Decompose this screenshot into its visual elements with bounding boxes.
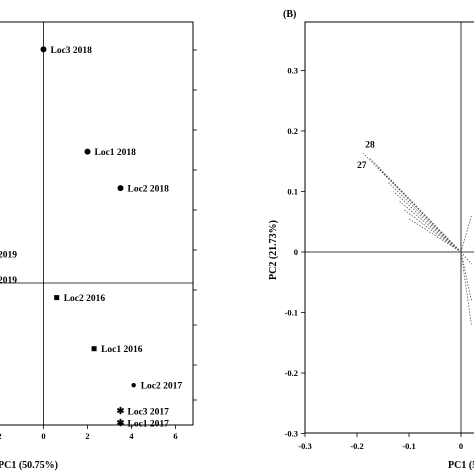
panel-b-loading-vector-label-0: 28 bbox=[365, 140, 375, 150]
panel-b-y-tick-label-4: -0.1 bbox=[285, 308, 298, 318]
panel-b-loading-vector-12 bbox=[460, 251, 472, 325]
panel-b-y-tick-label-1: 0.2 bbox=[287, 126, 298, 136]
panel-a-point-marker-0 bbox=[40, 46, 47, 53]
panel-a-frame bbox=[0, 21, 194, 426]
panel-a-x-tick-label-4: 6 bbox=[173, 431, 177, 441]
panel-a-y-ticks bbox=[193, 49, 197, 401]
panel-b-loading-plot: (B) 0.30.20.10-0.1-0.2-0.3 -0.3 -0.2 -0.1 0… bbox=[268, 9, 474, 471]
panel-b-y-tick-label-5: -0.2 bbox=[285, 368, 298, 378]
panel-a-point-label-0: Loc3 2018 bbox=[51, 46, 93, 56]
panel-a-point-label-5: Loc2 2016 bbox=[64, 294, 106, 304]
panel-b-loading-vector-7 bbox=[403, 209, 462, 253]
panel-b-y-tick-label-2: 0.1 bbox=[287, 187, 298, 197]
panel-b-loading-vector-10 bbox=[460, 251, 472, 265]
panel-b-y-tick-label-0: 0.3 bbox=[287, 66, 298, 76]
panel-a-point-label-3: 2019 bbox=[0, 250, 17, 260]
panel-b-y-tick-label-3: 0 bbox=[294, 247, 298, 257]
panel-b-x-tick-label-3: 0 bbox=[459, 441, 463, 451]
panel-b-loading-vector-9 bbox=[460, 215, 472, 253]
panel-a-x-tick-label-2: 2 bbox=[85, 431, 89, 441]
panel-a-point-label-6: Loc1 2016 bbox=[101, 345, 143, 355]
panel-a-point-marker-9: ✱ bbox=[117, 418, 126, 429]
panel-b-x-tick-label-1: -0.2 bbox=[350, 441, 363, 451]
panel-b-x-tick-label-2: -0.1 bbox=[402, 441, 415, 451]
panel-b-loading-vector-2 bbox=[377, 167, 462, 253]
panel-a-x-ticks: 2 0 2 4 6 bbox=[0, 425, 178, 441]
panel-b-x-ticks: -0.3 -0.2 -0.1 0 bbox=[298, 433, 463, 451]
panel-b-loading-vector-5 bbox=[393, 191, 462, 253]
panel-a-point-marker-7 bbox=[131, 383, 136, 388]
panel-b-tag: (B) bbox=[283, 9, 296, 20]
panel-a-point-marker-2 bbox=[117, 185, 124, 192]
panel-a-x-tick-label-0: 2 bbox=[0, 431, 2, 441]
panel-b-loading-vectors: 28 27 bbox=[357, 140, 472, 325]
panel-b-y-axis-title: PC2 (21.73%) bbox=[268, 220, 279, 280]
panel-a-point-marker-6 bbox=[91, 346, 97, 352]
panel-a-point-label-7: Loc2 2017 bbox=[141, 382, 183, 392]
panel-b-loading-vector-11 bbox=[460, 251, 472, 301]
panel-a-point-label-8: Loc3 2017 bbox=[128, 407, 170, 417]
panel-a-point-label-2: Loc2 2018 bbox=[128, 185, 170, 195]
panel-b-loading-vector-8 bbox=[408, 218, 462, 253]
panel-a-x-axis-title: PC1 (50.75%) bbox=[0, 460, 58, 471]
panel-b-y-ticks: 0.3 0.2 0.1 0 -0.1 -0.2 -0.3 bbox=[285, 66, 305, 439]
panel-b-loading-vector-label-1: 27 bbox=[357, 161, 367, 171]
panel-b-frame bbox=[304, 21, 474, 434]
panel-a-x-tick-label-1: 0 bbox=[41, 431, 45, 441]
panel-a-point-label-4: 2019 bbox=[0, 276, 17, 286]
panel-b-loading-vector-4 bbox=[387, 182, 462, 253]
panel-a-point-marker-8: ✱ bbox=[117, 406, 126, 417]
panel-b-loading-vector-1 bbox=[369, 157, 462, 253]
panel-b-loading-vector-6 bbox=[398, 200, 462, 253]
panel-a-point-label-9: Loc1 2017 bbox=[128, 420, 170, 430]
panel-a-point-label-1: Loc1 2018 bbox=[95, 148, 137, 158]
panel-a-score-plot: 2 0 2 4 6 Loc3 2018 Loc1 2018 Loc2 2018 2019 201… bbox=[0, 21, 197, 471]
panel-b-y-tick-label-6: -0.3 bbox=[285, 429, 298, 439]
panel-b-loading-vector-3 bbox=[382, 173, 462, 253]
panel-b-x-tick-label-0: -0.3 bbox=[298, 441, 311, 451]
panel-a-points: Loc3 2018 Loc1 2018 Loc2 2018 2019 2019 Loc2 … bbox=[0, 46, 182, 430]
panel-a-point-marker-1 bbox=[84, 148, 91, 155]
panel-b-x-axis-title: PC1 (5 bbox=[448, 460, 474, 471]
panel-a-x-tick-label-3: 4 bbox=[129, 431, 134, 441]
panel-a-point-marker-5 bbox=[54, 295, 60, 301]
